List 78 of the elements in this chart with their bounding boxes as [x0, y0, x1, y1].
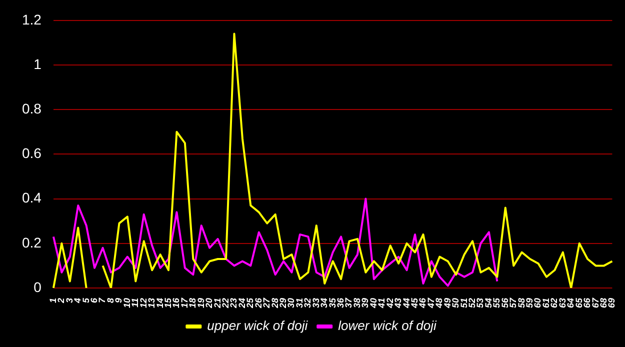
x-tick-label: 37 [344, 297, 354, 308]
x-tick-label: 63 [557, 298, 568, 308]
x-tick-label: 28 [270, 298, 280, 310]
x-tick-label: 32 [302, 298, 313, 308]
x-tick-label: 41 [376, 298, 387, 310]
x-tick-label: 30 [286, 298, 296, 308]
x-tick-label: 13 [146, 298, 157, 308]
x-tick-label: 43 [393, 298, 404, 310]
x-tick-label: 65 [574, 297, 584, 308]
x-tick-label: 49 [442, 298, 452, 310]
x-tick-label: 9 [114, 298, 124, 304]
x-tick-label: 56 [500, 297, 510, 308]
x-tick-label: 2 [56, 298, 66, 304]
x-tick-label: 48 [434, 298, 444, 310]
x-tick-label: 34 [319, 298, 330, 308]
x-tick-label: 58 [516, 298, 526, 308]
x-tick-label: 15 [162, 297, 173, 308]
x-tick-label: 54 [483, 298, 494, 308]
x-tick-label: 64 [566, 298, 576, 308]
x-tick-label: 22 [220, 298, 230, 310]
x-tick-label: 31 [294, 298, 304, 308]
x-tick-label: 46 [418, 297, 428, 310]
x-tick-label: 55 [492, 297, 502, 308]
x-tick-label: 24 [236, 298, 247, 310]
legend-label: lower wick of doji [338, 318, 438, 334]
x-tick-label: 10 [122, 298, 132, 308]
y-tick-label: 1 [34, 56, 42, 72]
y-tick-label: 0.2 [22, 234, 42, 250]
x-tick-label: 57 [508, 297, 518, 308]
x-tick-label: 5 [80, 297, 91, 304]
x-tick-label: 1 [48, 298, 58, 304]
x-tick-label: 60 [532, 298, 543, 308]
x-tick-label: 4 [72, 298, 83, 304]
legend-label: upper wick of doji [207, 318, 309, 334]
x-tick-label: 36 [336, 297, 346, 308]
y-tick-label: 0.4 [22, 190, 42, 206]
x-tick-label: 45 [409, 297, 420, 310]
y-tick-label: 0.8 [22, 100, 42, 116]
x-tick-label: 52 [467, 298, 477, 308]
x-tick-label: 62 [549, 298, 560, 308]
y-tick-label: 1.2 [22, 11, 42, 28]
x-tick-label: 18 [188, 298, 198, 308]
y-tick-label: 0.6 [22, 145, 42, 162]
x-tick-label: 7 [97, 297, 108, 304]
y-tick-label: 0 [34, 278, 42, 295]
x-tick-label: 68 [598, 298, 608, 308]
x-tick-label: 50 [450, 298, 461, 308]
x-tick-label: 20 [204, 298, 214, 310]
x-tick-label: 40 [368, 298, 378, 310]
x-tick-label: 59 [524, 298, 535, 308]
x-tick-label: 53 [475, 298, 486, 308]
x-tick-label: 38 [352, 298, 362, 308]
x-tick-label: 19 [196, 298, 206, 308]
x-tick-label: 16 [171, 297, 182, 308]
x-tick-label: 17 [179, 297, 190, 308]
x-tick-label: 33 [310, 298, 321, 308]
x-tick-label: 23 [228, 298, 239, 310]
x-tick-label: 8 [105, 298, 116, 304]
x-tick-label: 66 [582, 297, 592, 308]
x-tick-label: 69 [606, 298, 617, 308]
x-tick-label: 67 [590, 297, 600, 308]
x-tick-label: 12 [138, 298, 148, 308]
x-tick-label: 14 [154, 298, 165, 308]
x-tick-label: 25 [245, 297, 256, 310]
x-tick-label: 26 [253, 297, 264, 310]
x-tick-label: 27 [262, 297, 272, 310]
x-tick-label: 51 [458, 298, 469, 308]
x-tick-label: 44 [401, 298, 412, 310]
x-tick-label: 61 [540, 298, 551, 308]
x-tick-label: 39 [360, 298, 370, 308]
x-tick-label: 42 [384, 298, 395, 310]
x-tick-label: 47 [426, 297, 436, 310]
x-tick-label: 11 [130, 298, 140, 308]
x-tick-label: 35 [327, 297, 338, 308]
x-tick-label: 29 [278, 298, 288, 310]
x-tick-label: 6 [89, 297, 100, 304]
x-tick-label: 3 [64, 298, 74, 304]
x-tick-label: 21 [212, 298, 222, 310]
